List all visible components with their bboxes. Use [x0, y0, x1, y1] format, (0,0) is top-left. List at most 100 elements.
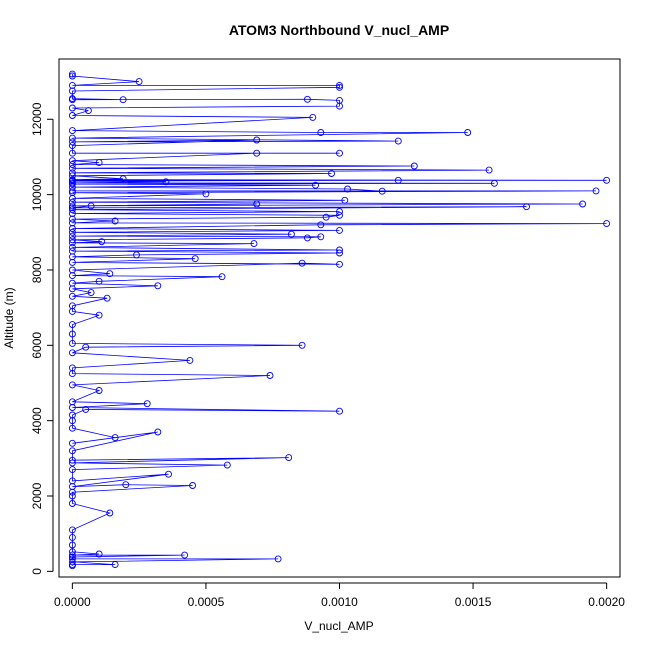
data-point	[68, 104, 76, 112]
data-point	[303, 234, 311, 242]
data-point	[68, 157, 76, 165]
data-point	[317, 233, 325, 241]
data-point	[82, 405, 90, 413]
data-point	[68, 161, 76, 168]
data-point	[68, 70, 76, 78]
data-point	[344, 185, 351, 193]
data-point	[394, 137, 402, 145]
data-point	[223, 461, 231, 469]
y-tick-label: 12000	[30, 102, 44, 136]
data-point	[189, 482, 197, 489]
data-point	[287, 230, 295, 238]
data-point	[336, 149, 343, 157]
data-point	[111, 434, 119, 442]
data-point	[68, 292, 76, 300]
data-point	[68, 548, 76, 556]
data-point	[303, 95, 311, 103]
data-point	[106, 270, 114, 278]
y-tick-label: 8000	[30, 256, 44, 283]
data-point	[336, 407, 343, 415]
data-point	[336, 211, 343, 219]
data-point	[336, 249, 343, 257]
data-point	[309, 113, 317, 121]
data-point	[68, 439, 76, 447]
data-point	[378, 187, 386, 195]
x-tick-label: 0.0010	[321, 595, 358, 609]
data-point	[68, 302, 76, 310]
data-point	[490, 179, 498, 187]
y-axis-label: Altitude (m)	[2, 287, 16, 348]
data-point	[317, 129, 325, 136]
data-point	[464, 129, 472, 136]
data-point	[68, 526, 76, 534]
data-point	[68, 533, 76, 541]
data-point	[68, 330, 76, 338]
data-point	[87, 289, 95, 297]
data-point	[68, 202, 76, 210]
data-point	[68, 551, 76, 559]
data-point	[162, 178, 170, 186]
data-point	[274, 555, 282, 563]
data-point	[579, 200, 587, 208]
data-point	[68, 477, 76, 485]
data-point	[95, 550, 103, 558]
x-axis: 0.0000 0.0005 0.0010 0.0015 0.0020	[54, 582, 625, 609]
data-point	[603, 176, 611, 184]
plot-area	[68, 70, 611, 570]
data-point	[336, 246, 343, 254]
data-point	[68, 198, 76, 206]
x-tick-label: 0.0000	[54, 595, 91, 609]
data-point	[95, 159, 103, 167]
data-point	[68, 466, 76, 474]
data-point	[410, 162, 418, 170]
x-axis-label: V_nucl_AMP	[304, 619, 373, 633]
data-point	[68, 411, 76, 419]
data-point	[68, 134, 76, 142]
data-point	[186, 356, 194, 364]
data-point	[68, 142, 76, 150]
y-tick-label: 10000	[30, 178, 44, 212]
data-point	[328, 170, 335, 177]
data-point	[95, 311, 103, 319]
data-point	[68, 279, 76, 287]
data-point	[68, 398, 76, 406]
data-point	[336, 83, 343, 91]
data-point	[122, 481, 130, 489]
data-point	[68, 72, 76, 80]
data-point	[68, 243, 76, 251]
data-point	[218, 273, 226, 281]
data-point	[341, 196, 349, 204]
data-point	[68, 172, 76, 180]
data-point	[68, 95, 76, 103]
data-point	[95, 277, 103, 285]
data-point	[68, 349, 76, 357]
data-point	[68, 459, 76, 467]
data-point	[336, 208, 343, 216]
data-point	[68, 219, 76, 227]
data-point	[68, 339, 76, 347]
data-point	[68, 555, 76, 563]
data-point	[68, 112, 76, 119]
data-point	[68, 149, 76, 157]
data-point	[592, 187, 600, 195]
data-point	[266, 372, 274, 379]
data-point	[181, 551, 189, 559]
data-point	[82, 343, 90, 351]
data-point	[523, 203, 530, 211]
data-point	[322, 213, 330, 221]
data-point	[394, 176, 402, 184]
data-point	[68, 456, 76, 464]
data-point	[68, 424, 76, 432]
data-point	[84, 107, 92, 115]
data-point	[312, 181, 319, 189]
x-tick-label: 0.0015	[455, 595, 492, 609]
data-point	[68, 81, 76, 89]
data-point	[68, 553, 76, 561]
data-point	[95, 387, 103, 394]
data-point	[253, 149, 261, 157]
data-point	[336, 96, 343, 104]
data-point	[68, 127, 76, 135]
data-point	[68, 500, 76, 507]
data-point	[135, 78, 143, 86]
